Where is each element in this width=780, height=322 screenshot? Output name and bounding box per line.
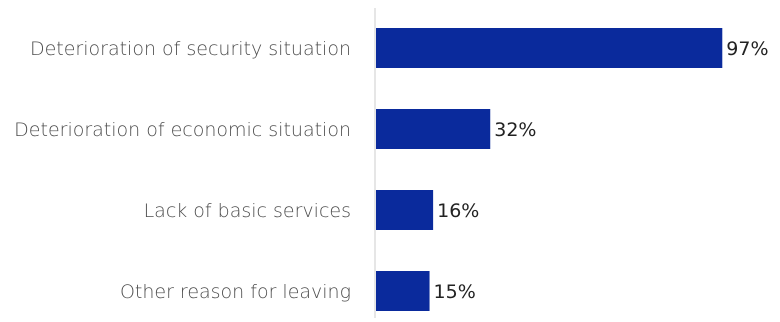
- bar: [376, 190, 434, 230]
- value-label: 16%: [437, 200, 479, 222]
- value-label: 15%: [434, 281, 476, 303]
- category-label: Deterioration of economic situation: [14, 119, 351, 141]
- category-labels-group: Deterioration of security situation Deter…: [14, 38, 351, 303]
- value-label: 97%: [726, 38, 768, 60]
- category-label: Lack of basic services: [144, 200, 351, 222]
- bar: [376, 109, 491, 149]
- category-label: Other reason for leaving: [120, 281, 351, 303]
- bar: [376, 28, 723, 68]
- bar: [376, 271, 430, 311]
- value-label: 32%: [494, 119, 536, 141]
- bars-group: [376, 28, 723, 311]
- category-label: Deterioration of security situation: [30, 38, 351, 60]
- value-labels-group: 97% 32% 16% 15%: [434, 38, 769, 303]
